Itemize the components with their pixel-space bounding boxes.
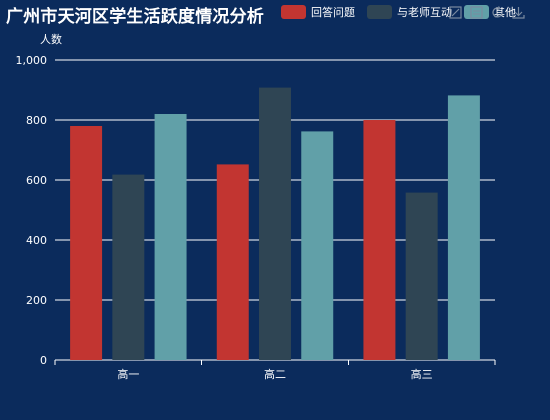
x-tick-label: 高三 (411, 367, 433, 381)
bar (70, 126, 103, 360)
chart-legend: 回答问题 与老师互动 其他 (281, 4, 516, 20)
legend-swatch-answer (281, 5, 306, 19)
y-tick-label: 800 (26, 114, 47, 127)
legend-item-answer[interactable]: 回答问题 (281, 4, 355, 20)
y-tick-label: 400 (26, 234, 47, 247)
chart-title: 广州市天河区学生活跃度情况分析 (6, 7, 264, 27)
bar (154, 114, 187, 360)
toolbox (448, 5, 526, 20)
bar (301, 131, 334, 360)
y-tick-label: 600 (26, 174, 47, 187)
x-tick-label: 高二 (264, 367, 286, 381)
y-tick-label: 1,000 (16, 54, 48, 67)
legend-item-other[interactable]: 其他 (464, 4, 516, 20)
x-tick-label: 高一 (117, 367, 139, 381)
bar (447, 95, 480, 361)
bar (112, 174, 145, 360)
save-image-icon[interactable] (511, 5, 526, 20)
bar (259, 87, 291, 360)
legend-label-interact: 与老师互动 (397, 6, 452, 19)
data-view-icon[interactable] (469, 5, 484, 20)
y-axis-label: 人数 (40, 33, 62, 46)
restore-icon[interactable] (490, 5, 505, 20)
bar (363, 120, 396, 360)
y-tick-label: 200 (26, 294, 47, 307)
legend-label-answer: 回答问题 (311, 6, 355, 19)
y-tick-label: 0 (40, 354, 47, 367)
bar (216, 164, 249, 360)
bar (405, 192, 438, 360)
legend-item-interact[interactable]: 与老师互动 (367, 4, 452, 20)
legend-swatch-other (464, 5, 489, 19)
mark-icon[interactable] (448, 5, 463, 20)
legend-swatch-interact (367, 5, 392, 19)
